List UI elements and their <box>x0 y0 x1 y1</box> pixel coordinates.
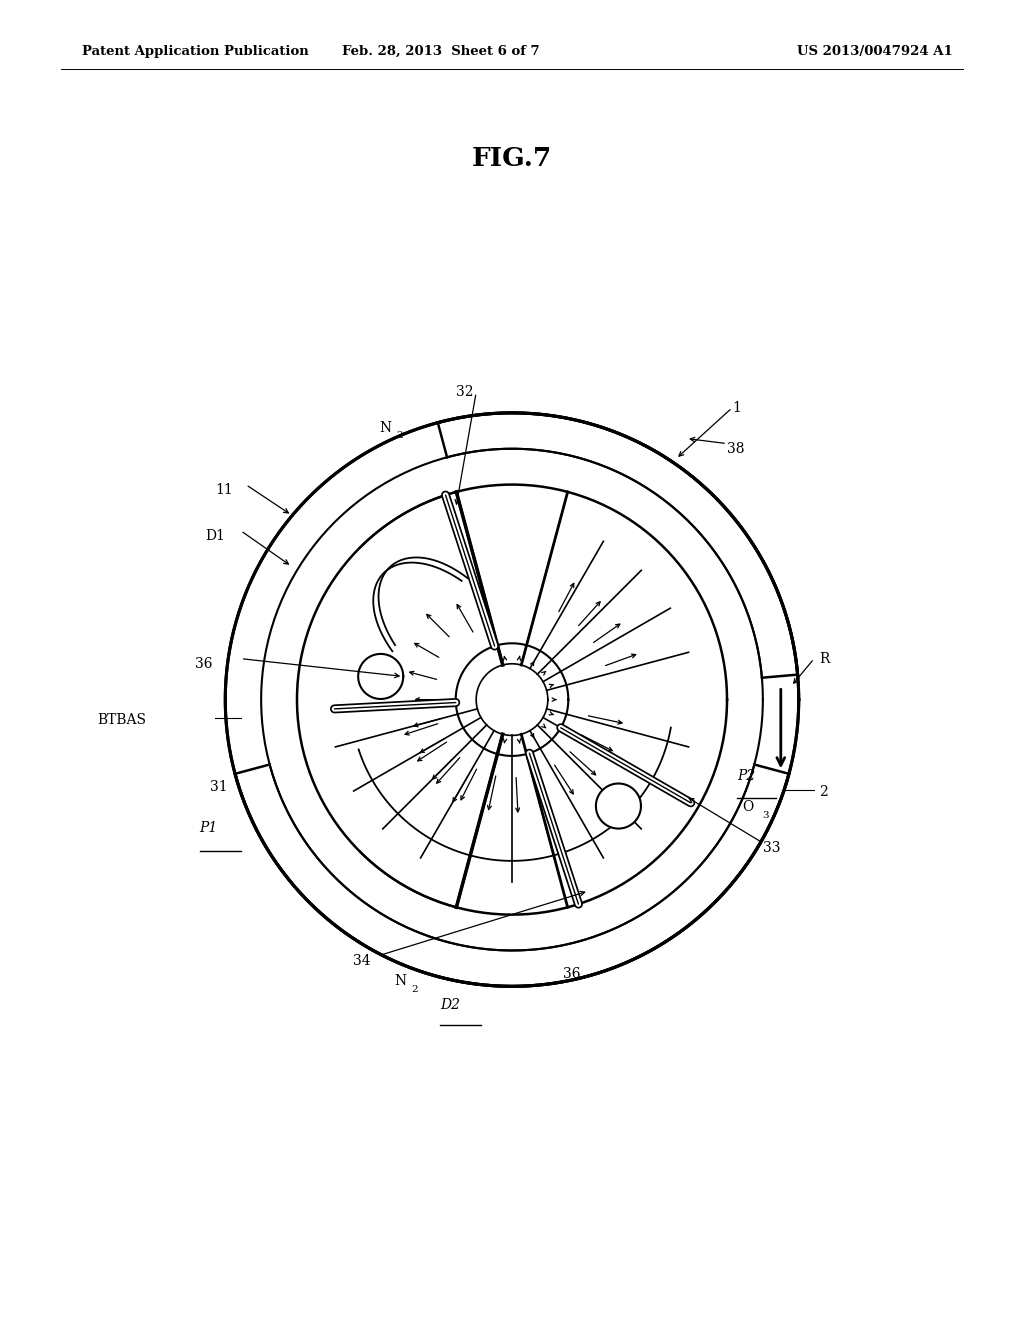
Text: FIG.7: FIG.7 <box>472 147 552 170</box>
Text: 2: 2 <box>819 785 828 799</box>
Polygon shape <box>358 653 403 700</box>
Text: 36: 36 <box>563 968 581 981</box>
Text: 32: 32 <box>456 385 473 400</box>
Text: 2: 2 <box>396 430 402 440</box>
Text: P2: P2 <box>737 770 756 783</box>
Text: D1: D1 <box>205 529 224 543</box>
Text: 3: 3 <box>762 810 768 820</box>
Text: N: N <box>379 421 391 436</box>
Text: 33: 33 <box>763 841 780 855</box>
Text: 31: 31 <box>210 780 227 793</box>
Text: 11: 11 <box>215 483 232 496</box>
Polygon shape <box>596 784 641 829</box>
Text: 38: 38 <box>727 442 744 455</box>
Text: Patent Application Publication: Patent Application Publication <box>82 45 308 58</box>
Text: R: R <box>819 652 829 665</box>
Text: N: N <box>394 974 407 989</box>
Text: 36: 36 <box>195 657 212 671</box>
Text: 2: 2 <box>412 985 418 994</box>
Text: O: O <box>742 800 754 814</box>
Polygon shape <box>225 413 799 986</box>
Text: BTBAS: BTBAS <box>97 713 146 727</box>
Text: 1: 1 <box>732 401 741 414</box>
Text: US 2013/0047924 A1: US 2013/0047924 A1 <box>797 45 952 58</box>
Text: D2: D2 <box>440 998 461 1011</box>
Text: Feb. 28, 2013  Sheet 6 of 7: Feb. 28, 2013 Sheet 6 of 7 <box>342 45 539 58</box>
Text: 34: 34 <box>353 954 371 968</box>
Text: P1: P1 <box>200 821 218 834</box>
